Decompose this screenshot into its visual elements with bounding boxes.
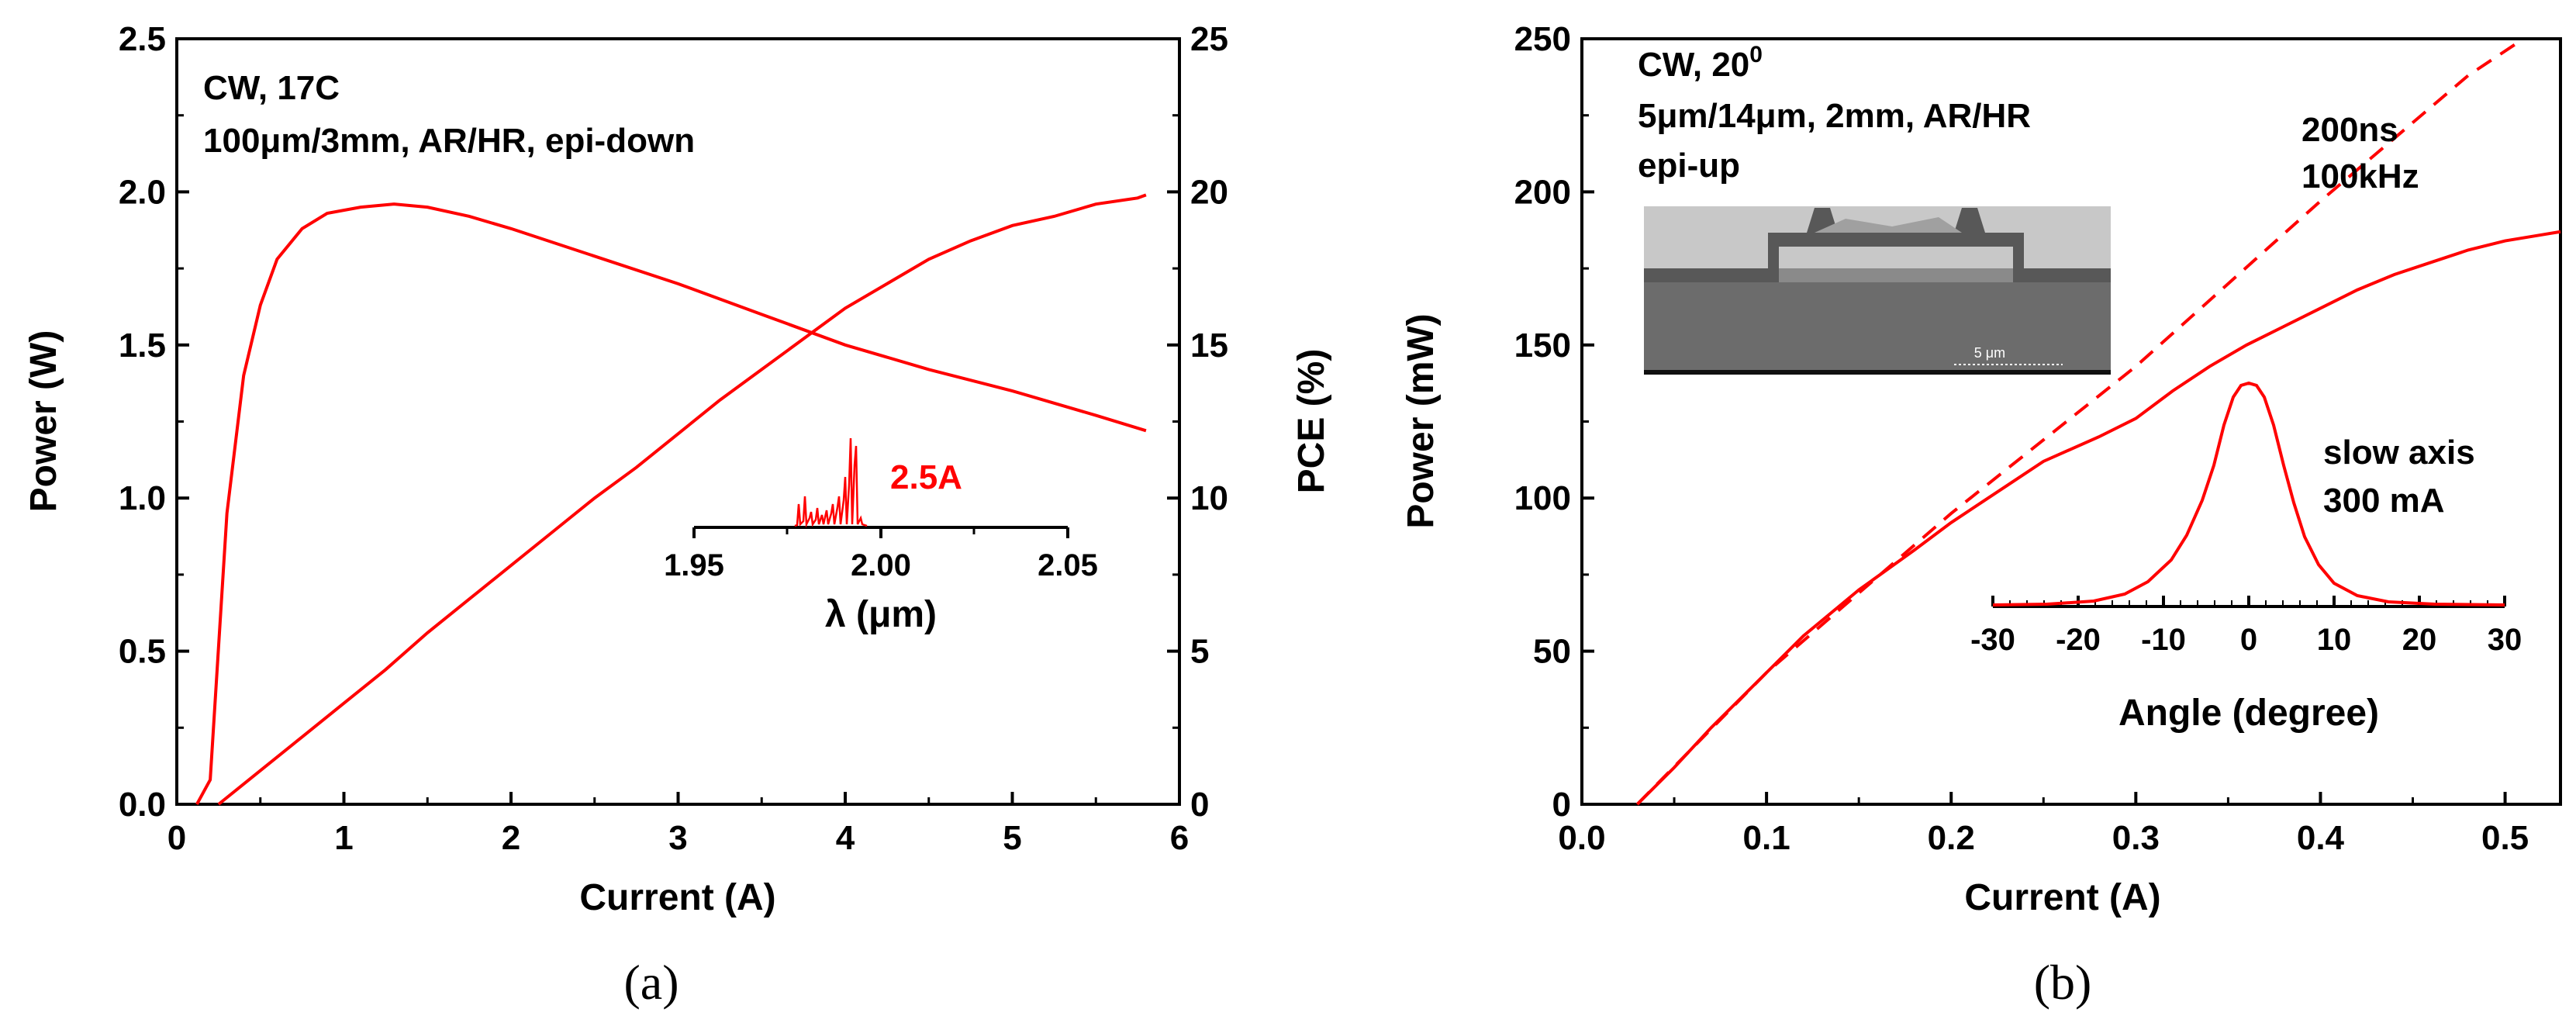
y-tick-label: 50 xyxy=(1533,633,1571,671)
inset-a-x-axis-label: λ (μm) xyxy=(825,594,937,635)
y-tick-label: 1.0 xyxy=(119,479,166,517)
x-tick-label: 0.0 xyxy=(1558,819,1605,857)
inset-b-tick-label: 10 xyxy=(2317,623,2352,657)
x-tick-label: 0.1 xyxy=(1743,819,1790,857)
inset-b-tick-label: -20 xyxy=(2056,623,2101,657)
y-tick-label: 1.5 xyxy=(119,327,166,365)
y-tick-label: 0.5 xyxy=(119,633,166,671)
y-tick-label: 150 xyxy=(1514,327,1571,365)
x-tick-label: 0 xyxy=(167,819,186,857)
panel-a-y2-ticks: 0 5 10 15 20 25 xyxy=(1167,20,1228,824)
panel-a-annotation-line-2: 100μm/3mm, AR/HR, epi-down xyxy=(203,122,695,160)
inset-a-tick-label: 1.95 xyxy=(664,548,724,582)
panel-b-y-ticks: 0 50 100 150 200 250 xyxy=(1514,20,1594,824)
panel-b-caption: (b) xyxy=(2034,955,2092,1010)
x-tick-label: 2 xyxy=(502,819,520,857)
y-tick-label: 250 xyxy=(1514,20,1571,58)
panel-b-pulse-label-1: 200ns xyxy=(2301,111,2398,149)
inset-a-spectrum-trace xyxy=(794,437,868,528)
panel-b-annotation-line-1: CW, 200 xyxy=(1638,42,1763,84)
panel-a-power-curve xyxy=(217,193,1147,806)
inset-b-ticks: -30 -20 -10 0 10 20 30 xyxy=(1970,596,2522,657)
x-tick-label: 0.4 xyxy=(2297,819,2345,857)
panel-a-annotation-line-1: CW, 17C xyxy=(203,69,340,107)
panel-b-x-axis-label: Current (A) xyxy=(1964,877,2160,918)
y-tick-label: 0.0 xyxy=(119,786,166,824)
panel-b-annotation-superscript: 0 xyxy=(1749,42,1763,67)
x-tick-label: 4 xyxy=(836,819,855,857)
panel-a-spectrum-inset: 1.95 2.00 2.05 λ (μm) 2.5A xyxy=(664,437,1098,635)
panel-a-pce-curve xyxy=(195,202,1147,805)
y2-tick-label: 20 xyxy=(1190,173,1228,211)
inset-b-tick-label: 30 xyxy=(2488,623,2522,657)
panel-a: 0 1 2 3 4 5 6 0.0 0.5 1.0 1.5 2.0 2.5 0 5 10 15 20 25 Cu… xyxy=(23,20,1332,1010)
inset-b-label-2: 300 mA xyxy=(2323,482,2445,520)
panel-a-y2-axis-label: PCE (%) xyxy=(1291,349,1332,494)
panel-b-pulse-label-2: 100kHz xyxy=(2301,157,2419,195)
inset-a-tick-label: 2.00 xyxy=(851,548,911,582)
panel-a-caption: (a) xyxy=(623,955,679,1010)
panel-b-annotation-line-2: 5μm/14μm, 2mm, AR/HR xyxy=(1638,97,2031,135)
inset-b-tick-label: 0 xyxy=(2240,623,2257,657)
inset-b-farfield-trace xyxy=(1992,381,2505,606)
inset-b-tick-label: -30 xyxy=(1970,623,2015,657)
y-tick-label: 2.0 xyxy=(119,173,166,211)
panel-a-y-axis-label: Power (W) xyxy=(23,330,64,513)
panel-a-x-ticks: 0 1 2 3 4 5 6 xyxy=(167,792,1189,857)
x-tick-label: 1 xyxy=(334,819,353,857)
y2-tick-label: 5 xyxy=(1190,633,1209,671)
panel-b-x-ticks: 0.0 0.1 0.2 0.3 0.4 0.5 xyxy=(1558,792,2529,857)
inset-b-label-1: slow axis xyxy=(2323,434,2475,472)
sem-cross-section-image: 5 μm xyxy=(1644,206,2111,375)
x-tick-label: 6 xyxy=(1170,819,1189,857)
inset-a-current-label: 2.5A xyxy=(890,458,962,496)
y2-tick-label: 15 xyxy=(1190,327,1228,365)
panel-a-x-axis-label: Current (A) xyxy=(579,877,775,918)
panel-a-y-ticks: 0.0 0.5 1.0 1.5 2.0 2.5 xyxy=(119,20,189,824)
y2-tick-label: 10 xyxy=(1190,479,1228,517)
y-tick-label: 100 xyxy=(1514,479,1571,517)
x-tick-label: 0.2 xyxy=(1928,819,1975,857)
panel-b-annotation-line-3: epi-up xyxy=(1638,147,1740,185)
y-tick-label: 200 xyxy=(1514,173,1571,211)
panel-b-y-axis-label: Power (mW) xyxy=(1400,313,1442,528)
panel-b-farfield-inset: -30 -20 -10 0 10 20 30 Angle (degree) slow axi… xyxy=(1970,381,2522,734)
x-tick-label: 3 xyxy=(668,819,687,857)
inset-a-tick-label: 2.05 xyxy=(1038,548,1098,582)
x-tick-label: 5 xyxy=(1003,819,1021,857)
x-tick-label: 0.3 xyxy=(2112,819,2160,857)
inset-b-tick-label: -10 xyxy=(2141,623,2186,657)
x-tick-label: 0.5 xyxy=(2481,819,2529,857)
sem-scale-label: 5 μm xyxy=(1974,345,2005,361)
inset-b-x-axis-label: Angle (degree) xyxy=(2118,693,2379,734)
y-tick-label: 0 xyxy=(1552,786,1571,824)
panel-b-pulsed-curve xyxy=(1636,37,2525,806)
y-tick-label: 2.5 xyxy=(119,20,166,58)
inset-b-tick-label: 20 xyxy=(2402,623,2437,657)
y2-tick-label: 0 xyxy=(1190,786,1209,824)
panel-b-cw-curve xyxy=(1636,230,2561,806)
y2-tick-label: 25 xyxy=(1190,20,1228,58)
